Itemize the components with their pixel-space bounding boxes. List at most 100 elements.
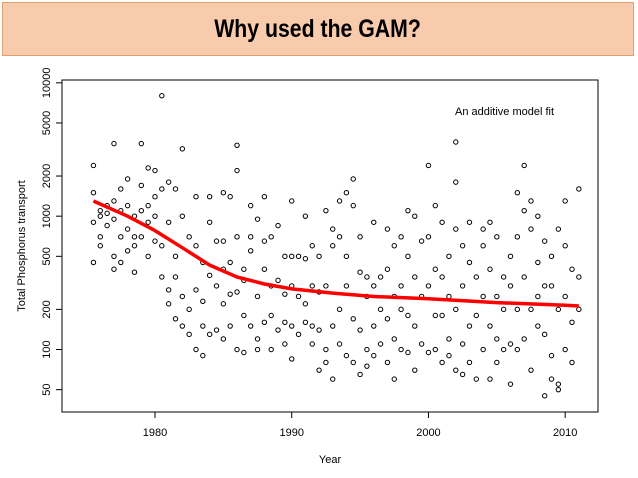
point (159, 186, 165, 192)
point (357, 327, 363, 333)
point (466, 359, 473, 366)
point (152, 238, 158, 244)
point (220, 189, 227, 196)
y-tick-label: 100 (41, 340, 53, 358)
point (418, 341, 425, 347)
point (323, 359, 329, 366)
point (507, 341, 514, 347)
point (172, 274, 179, 280)
point (165, 179, 172, 185)
point (131, 269, 138, 275)
point (350, 176, 356, 182)
point (487, 376, 493, 382)
point (514, 234, 521, 240)
y-tick-label: 500 (41, 247, 53, 265)
point (247, 234, 254, 240)
point (562, 243, 568, 249)
y-tick-label: 2000 (41, 164, 53, 188)
point (124, 226, 131, 232)
point (316, 367, 322, 373)
point (576, 306, 582, 313)
point (97, 243, 103, 249)
point (172, 316, 179, 322)
point (384, 316, 391, 322)
point (97, 207, 103, 214)
point (576, 274, 582, 280)
point (309, 341, 315, 347)
point (521, 207, 527, 214)
point (377, 306, 384, 313)
point (206, 331, 213, 338)
point (384, 359, 391, 366)
point (179, 146, 186, 152)
point (569, 359, 575, 366)
point (350, 316, 356, 322)
point (138, 207, 145, 214)
y-tick-label: 10000 (41, 68, 53, 99)
point (111, 253, 117, 260)
point (412, 323, 418, 329)
point (446, 336, 452, 342)
plot-frame (61, 79, 599, 413)
point (364, 363, 370, 369)
point (398, 346, 404, 353)
title-box: Why used the GAM? (2, 2, 634, 56)
point (90, 259, 97, 266)
y-axis-label: Total Phosphorus transport (16, 180, 28, 311)
point (159, 274, 165, 280)
point (466, 219, 473, 225)
point (405, 349, 411, 356)
point (507, 283, 514, 289)
point (466, 323, 473, 329)
point (425, 162, 432, 169)
point (535, 213, 541, 219)
point (439, 359, 445, 366)
point (446, 293, 452, 300)
point (473, 274, 480, 280)
point (336, 341, 343, 347)
point (193, 287, 199, 293)
point (336, 234, 343, 240)
point (323, 207, 329, 214)
point (357, 269, 363, 275)
point (234, 167, 240, 174)
point (487, 219, 493, 225)
point (459, 283, 466, 289)
point (343, 283, 350, 289)
point (514, 189, 521, 196)
point (453, 179, 459, 185)
point (562, 293, 568, 300)
point (459, 243, 466, 249)
point (487, 323, 493, 329)
point (494, 293, 500, 300)
fit-line (92, 199, 580, 308)
point (480, 346, 486, 353)
point (165, 219, 172, 225)
point (275, 277, 281, 284)
point (391, 243, 397, 249)
point (569, 266, 575, 272)
point (200, 298, 206, 304)
point (576, 186, 582, 192)
point (528, 367, 534, 373)
point (357, 371, 363, 378)
point (289, 323, 295, 329)
point (548, 376, 555, 382)
point (446, 253, 452, 260)
point (186, 331, 192, 338)
point (138, 140, 145, 147)
point (268, 312, 274, 319)
point (405, 253, 411, 260)
point (473, 312, 480, 319)
point (343, 352, 350, 359)
point (555, 226, 562, 232)
point (145, 202, 151, 209)
point (500, 346, 507, 353)
point (548, 352, 555, 359)
point (528, 306, 534, 313)
point (261, 238, 268, 244)
point (254, 346, 261, 353)
point (507, 253, 514, 260)
point (261, 319, 268, 326)
point (220, 238, 227, 244)
